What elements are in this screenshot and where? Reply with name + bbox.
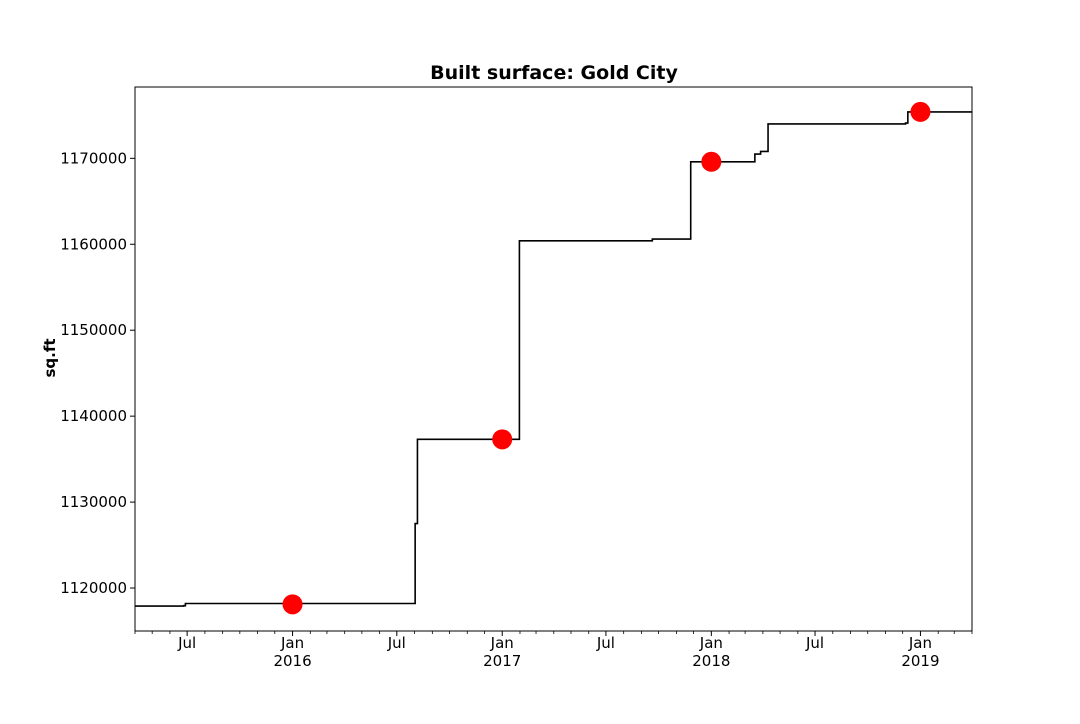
y-tick-label-3: 1150000 bbox=[60, 321, 127, 339]
x-tick-label-0: Jul bbox=[177, 634, 196, 652]
x-tick-year-label-3: 2017 bbox=[483, 652, 521, 670]
x-tick-year-label-1: 2016 bbox=[273, 652, 311, 670]
x-tick-year-label-5: 2018 bbox=[692, 652, 730, 670]
plot-area: 1120000 1130000 1140000 1150000 1160000 11700… bbox=[60, 86, 973, 670]
y-tick-label-0: 1120000 bbox=[60, 579, 127, 597]
data-point-1-2 bbox=[701, 151, 722, 172]
y-tick-label-1: 1130000 bbox=[60, 493, 127, 511]
x-tick-label-7: Jan bbox=[908, 634, 932, 652]
y-tick-label-4: 1160000 bbox=[60, 235, 127, 253]
data-point-1-0 bbox=[282, 594, 303, 615]
x-tick-label-4: Jul bbox=[596, 634, 615, 652]
x-tick-label-5: Jan bbox=[699, 634, 723, 652]
series-line-0 bbox=[135, 111, 972, 607]
x-tick-label-3: Jan bbox=[490, 634, 514, 652]
x-tick-label-6: Jul bbox=[805, 634, 824, 652]
y-tick-label-5: 1170000 bbox=[60, 149, 127, 167]
chart-title: Built surface: Gold City bbox=[430, 62, 678, 84]
plot-frame bbox=[134, 86, 973, 632]
x-tick-label-1: Jan bbox=[280, 634, 304, 652]
y-tick-label-2: 1140000 bbox=[60, 407, 127, 425]
data-point-1-3 bbox=[910, 101, 931, 122]
x-tick-label-2: Jul bbox=[387, 634, 406, 652]
data-point-1-1 bbox=[492, 429, 513, 450]
y-axis-label: sq.ft bbox=[41, 338, 59, 377]
x-tick-year-label-7: 2019 bbox=[901, 652, 939, 670]
